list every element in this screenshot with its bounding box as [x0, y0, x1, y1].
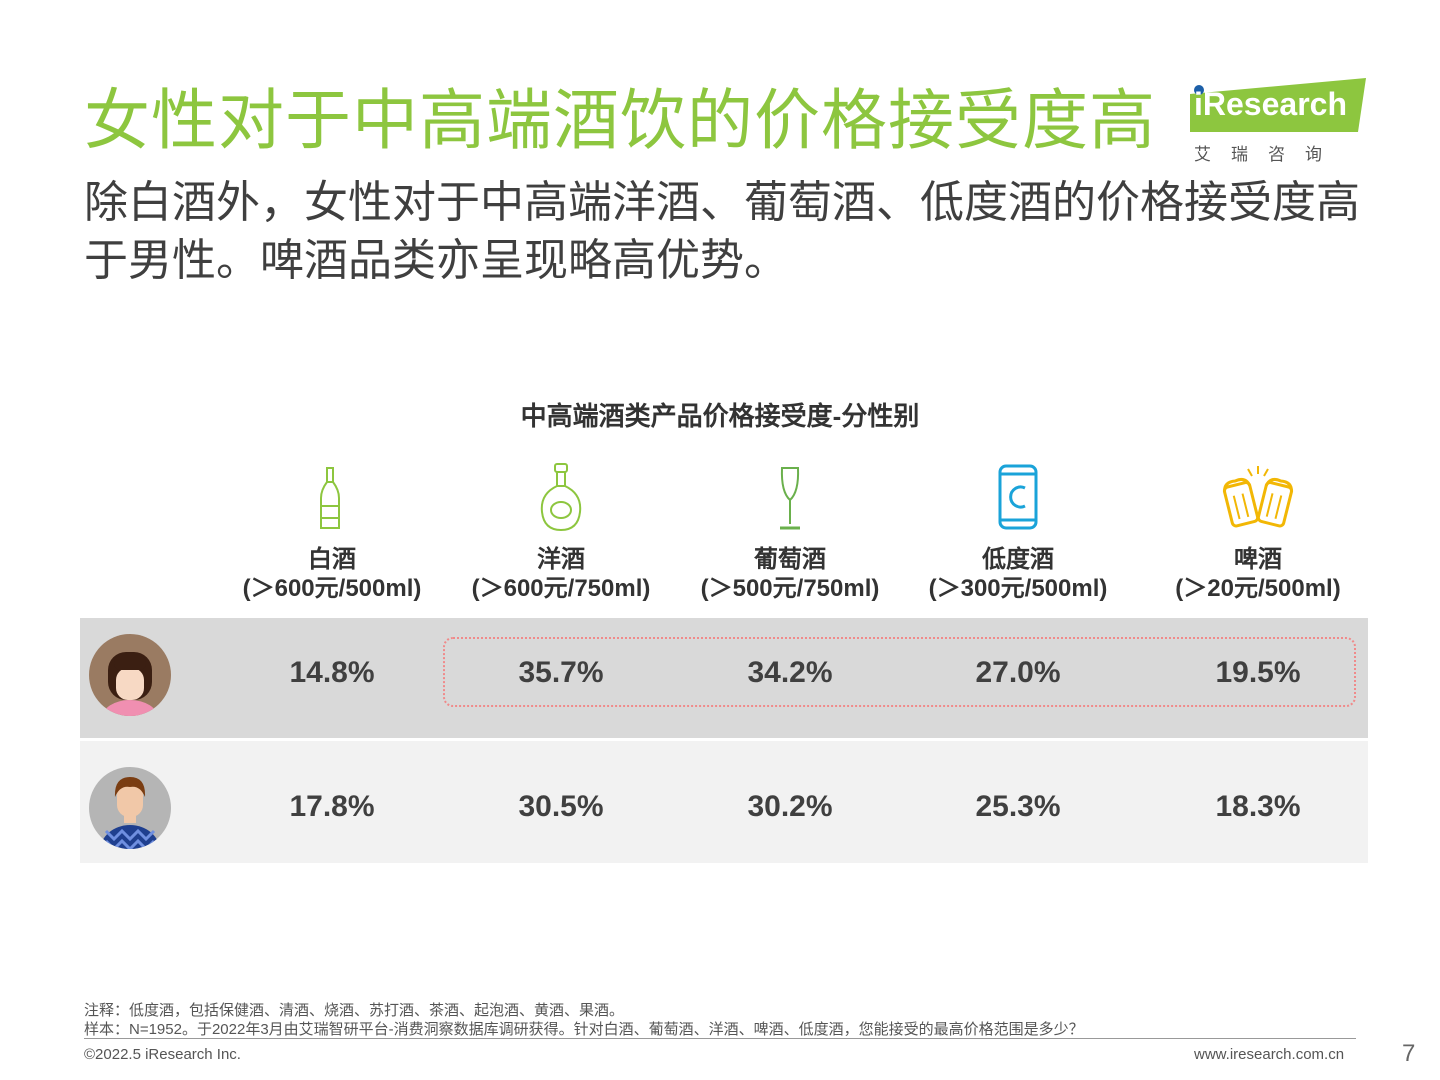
- female-avatar-icon: [89, 634, 171, 716]
- sample-note: 样本：N=1952。于2022年3月由艾瑞智研平台-消费洞察数据库调研获得。针对…: [84, 1021, 1084, 1038]
- logo-cn-text: 艾瑞咨询: [1194, 145, 1342, 164]
- column-header-didujiu: 低度酒 (＞300元/500ml): [903, 460, 1133, 604]
- column-range: (＞300元/500ml): [928, 575, 1108, 602]
- page-number: 7: [1402, 1040, 1416, 1067]
- column-header-yangjiu: 洋酒 (＞600元/750ml): [446, 460, 676, 604]
- highlight-box: [443, 637, 1356, 707]
- value-cell: 19.5%: [1215, 656, 1301, 689]
- value-cell: 18.3%: [1215, 790, 1301, 823]
- column-range: (＞20元/500ml): [1175, 575, 1341, 602]
- chart-title: 中高端酒类产品价格接受度-分性别: [520, 401, 920, 431]
- logo-text: iResearch: [1194, 86, 1347, 122]
- column-name: 啤酒: [1234, 546, 1282, 573]
- beer-mugs-icon: [1222, 466, 1294, 528]
- logo-banner-icon: [1190, 78, 1366, 132]
- baijiu-bottle-icon: [320, 467, 340, 529]
- column-name: 葡萄酒: [754, 546, 826, 573]
- page-title: 女性对于中高端酒饮的价格接受度高: [84, 83, 1156, 157]
- male-avatar-icon: [89, 767, 171, 849]
- value-cell: 27.0%: [975, 656, 1061, 689]
- liquor-bottle-icon: [540, 463, 582, 532]
- column-header-putaojiu: 葡萄酒 (＞500元/750ml): [675, 462, 905, 604]
- wine-glass-icon: [780, 467, 800, 530]
- column-header-pijiu: 啤酒 (＞20元/500ml): [1143, 464, 1373, 604]
- page-subtitle: 除白酒外，女性对于中高端洋酒、葡萄酒、低度酒的价格接受度高于男性。啤酒品类亦呈现…: [84, 178, 1360, 285]
- column-name: 洋酒: [537, 546, 585, 573]
- column-name: 白酒: [308, 546, 356, 573]
- website-url: www.iresearch.com.cn: [1194, 1046, 1345, 1063]
- value-cell: 14.8%: [289, 656, 375, 689]
- value-cell: 35.7%: [518, 656, 604, 689]
- footnote: 注释：低度酒，包括保健酒、清酒、烧酒、苏打酒、茶酒、起泡酒、黄酒、果酒。: [84, 1002, 625, 1019]
- value-cell: 30.5%: [518, 790, 604, 823]
- copyright: ©2022.5 iResearch Inc.: [84, 1046, 241, 1063]
- value-cell: 34.2%: [747, 656, 833, 689]
- column-name: 低度酒: [982, 546, 1054, 573]
- value-cell: 25.3%: [975, 790, 1061, 823]
- can-icon: [998, 464, 1038, 530]
- column-range: (＞600元/500ml): [242, 575, 422, 602]
- male-row: [80, 741, 1368, 863]
- value-cell: 30.2%: [747, 790, 833, 823]
- column-header-baijiu: 白酒 (＞600元/500ml): [217, 462, 447, 604]
- column-range: (＞600元/750ml): [471, 575, 651, 602]
- column-range: (＞500元/750ml): [700, 575, 880, 602]
- iresearch-logo: iResearch 艾瑞咨询: [1190, 76, 1370, 166]
- value-cell: 17.8%: [289, 790, 375, 823]
- divider: [84, 1038, 1356, 1039]
